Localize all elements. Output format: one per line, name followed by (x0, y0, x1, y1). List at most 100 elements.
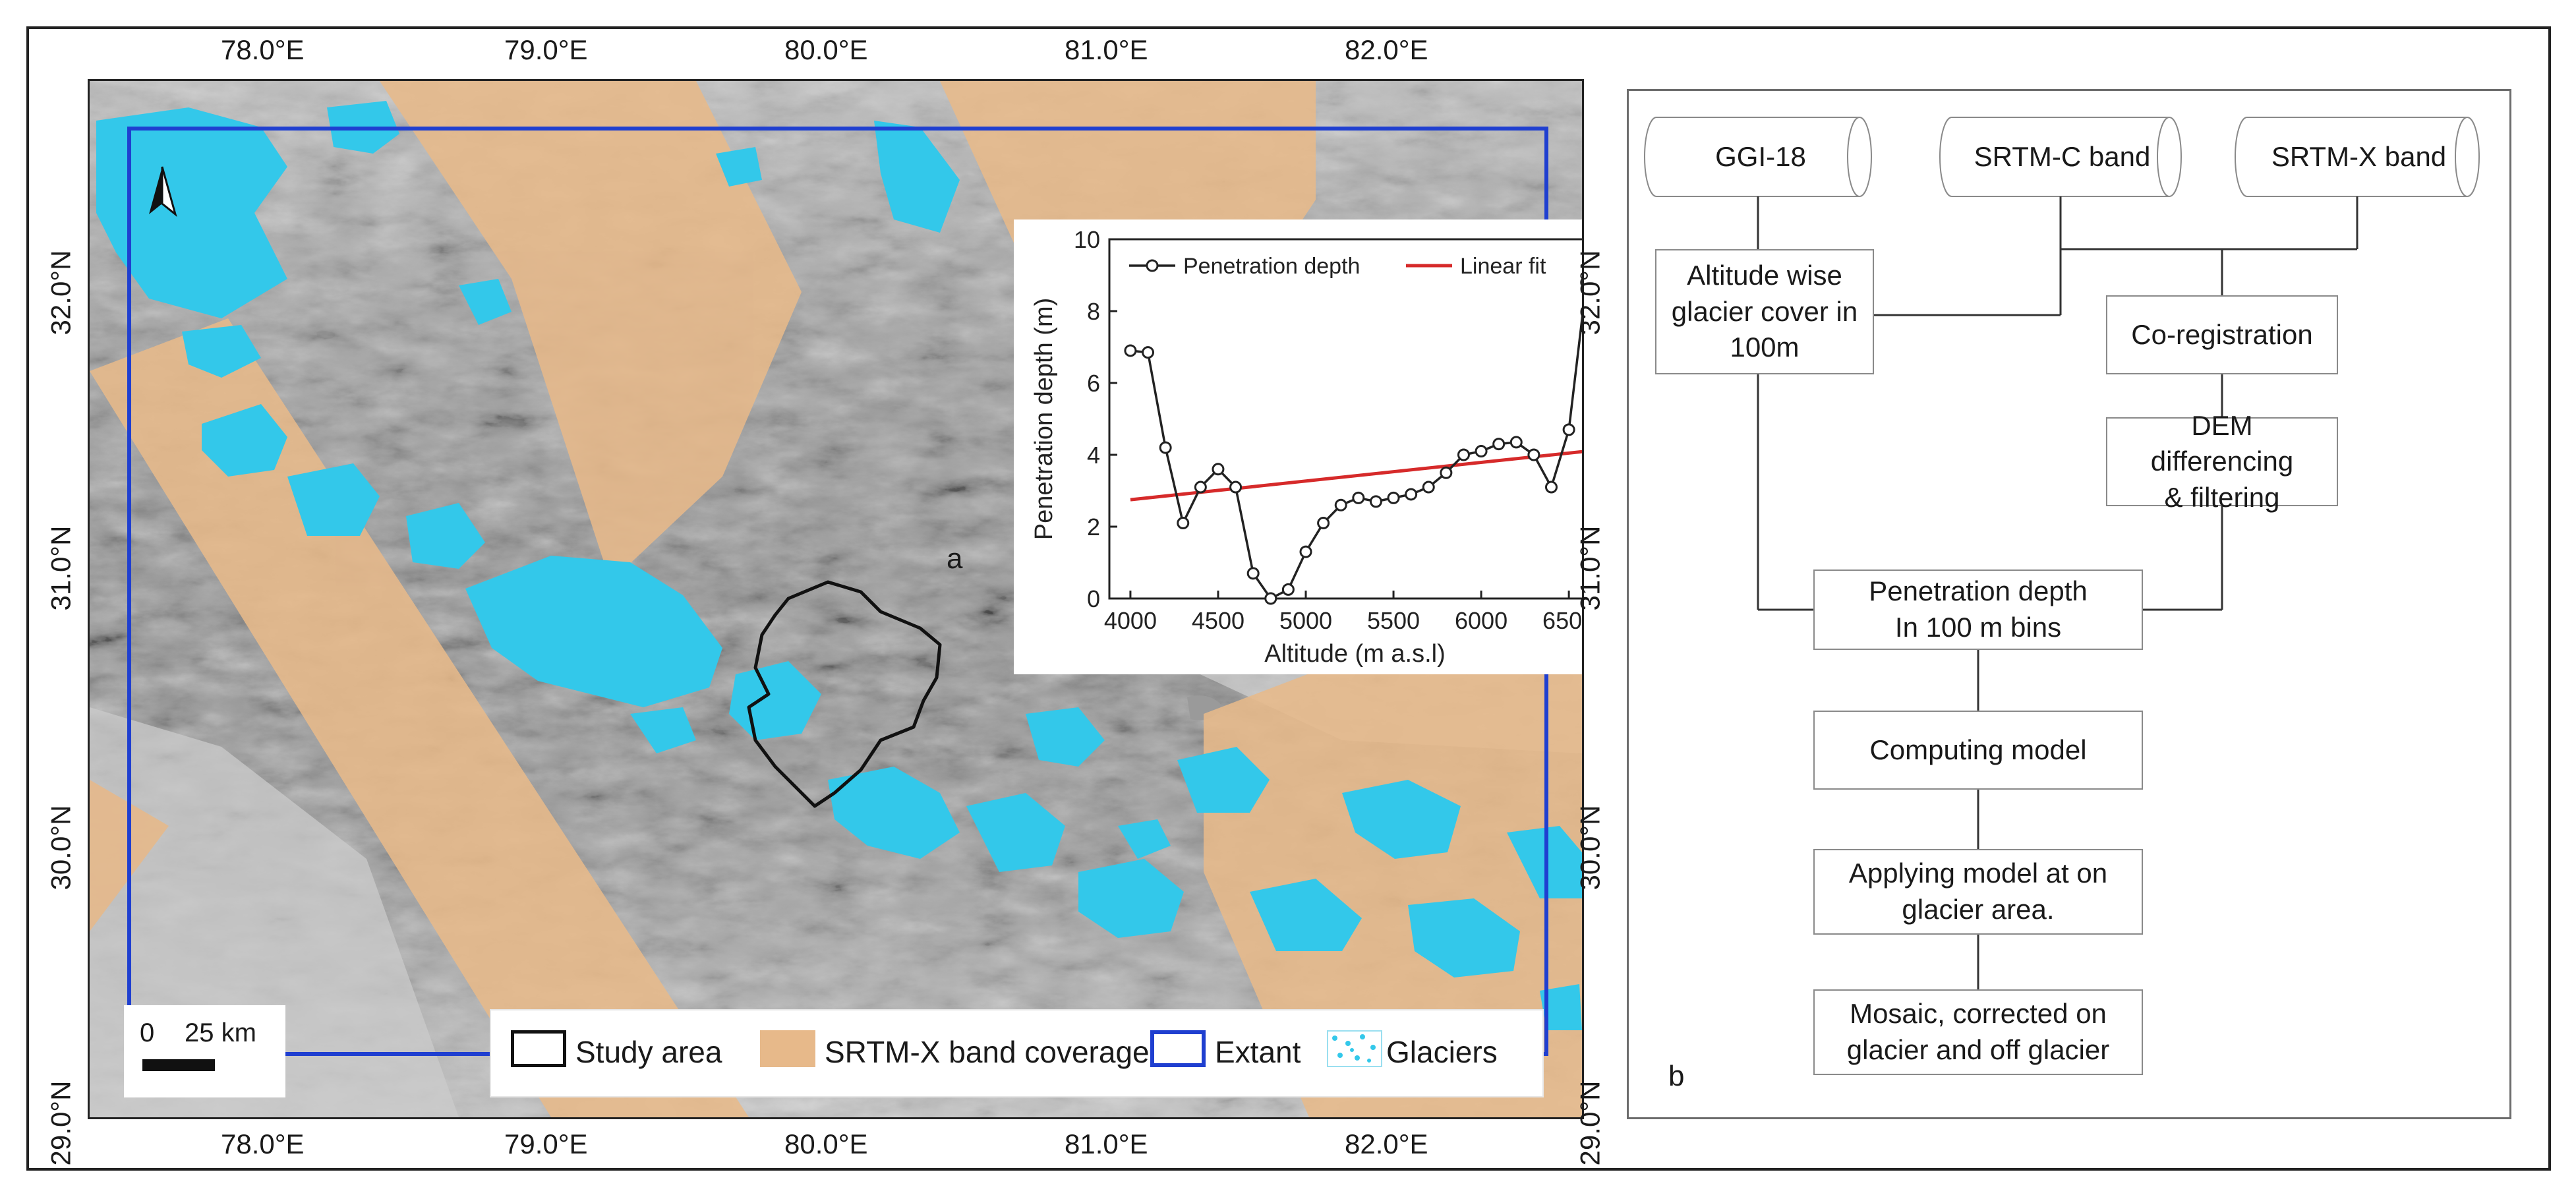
node-penetration-line1: Penetration depth (1869, 575, 2088, 607)
flowchart-panel: GGI-18 SRTM-C band SRTM-X band Altitude … (1627, 89, 2511, 1119)
y-tick-label: 10 (1074, 226, 1100, 253)
data-point (1246, 567, 1260, 580)
node-srtm-c-label: SRTM-C band (1974, 140, 2151, 172)
data-cylinders (1644, 117, 2480, 197)
data-point (1352, 491, 1365, 504)
series-linear-fit (1130, 450, 1582, 502)
node-penetration-depth: Penetration depth In 100 m bins (1813, 569, 2143, 650)
lat-tick-left: 30.0°N (45, 805, 76, 890)
lon-tick-top: 79.0°E (504, 34, 588, 65)
x-tick-label: 6000 (1455, 607, 1508, 634)
legend-label-srtm-x: SRTM-X band coverage (825, 1035, 1150, 1069)
glaciers (96, 101, 1582, 1030)
data-point (1264, 592, 1277, 605)
node-mosaic: Mosaic, corrected on glacier and off gla… (1813, 989, 2143, 1075)
lat-tick-right: 31.0°N (1574, 525, 1606, 611)
legend-label-glaciers: Glaciers (1386, 1035, 1498, 1069)
data-point (1562, 423, 1575, 436)
legend-label-study-area: Study area (575, 1035, 722, 1069)
data-point (1580, 277, 1582, 287)
x-tick-label: 4500 (1192, 607, 1244, 634)
data-point (1317, 517, 1330, 530)
legend-label-extant: Extant (1215, 1035, 1301, 1069)
node-ggi-18-label: GGI-18 (1715, 140, 1806, 172)
srtm-x-coverage (90, 81, 1582, 1117)
lat-tick-left: 32.0°N (45, 250, 76, 336)
data-point (1334, 498, 1347, 511)
data-point (1545, 481, 1558, 494)
node-mosaic-line1: Mosaic, corrected on (1850, 998, 2107, 1030)
node-ggi-18: GGI-18 (1668, 117, 1853, 196)
data-point (1369, 495, 1382, 508)
node-dem-line2: & filtering (2164, 481, 2280, 513)
lon-tick-bottom: 80.0°E (784, 1128, 868, 1159)
lon-tick-bottom: 78.0°E (221, 1128, 305, 1159)
panel-a-letter: a (947, 542, 963, 575)
y-tick-label: 4 (1087, 442, 1100, 469)
node-altitude-line3: 100m (1730, 332, 1800, 363)
node-altitude-line1: Altitude wise (1687, 260, 1842, 291)
lat-tick-right: 30.0°N (1574, 805, 1606, 890)
lat-tick-right: 29.0°N (1574, 1080, 1606, 1166)
plot-frame (1108, 238, 1582, 600)
data-point (1212, 463, 1225, 476)
node-computing-model-label: Computing model (1869, 734, 2087, 765)
cylinder-srtm-x-cap (2455, 117, 2468, 197)
legend-swatch-extant (1150, 1030, 1206, 1067)
node-mosaic-line2: glacier and off glacier (1846, 1034, 2110, 1065)
cylinder-srtm-c-cap (2157, 117, 2170, 197)
node-altitude-glacier-cover: Altitude wise glacier cover in 100m (1655, 249, 1874, 374)
flowchart-connectors (1644, 117, 2480, 989)
x-tick-label: 5500 (1367, 607, 1420, 634)
north-arrow-icon (149, 166, 177, 218)
map-legend: Study area SRTM-X band coverage Extant G… (490, 1009, 1544, 1097)
data-point (1194, 481, 1207, 494)
legend-swatch-study-area (511, 1030, 566, 1067)
x-tick-label: 4000 (1104, 607, 1157, 634)
data-point (1492, 438, 1506, 451)
node-penetration-line2: In 100 m bins (1894, 612, 2062, 643)
node-altitude-line2: glacier cover in (1671, 295, 1858, 327)
lon-tick-bottom: 79.0°E (504, 1128, 588, 1159)
y-tick-label: 0 (1087, 585, 1100, 612)
node-applying-line2: glacier area. (1902, 894, 2055, 925)
data-point (1457, 448, 1470, 461)
connector-lines (1757, 196, 2358, 989)
node-computing-model: Computing model (1813, 711, 2143, 790)
node-dem-differencing: DEM differencing & filtering (2106, 410, 2338, 513)
data-point (1509, 436, 1523, 449)
x-tick-label: 5000 (1279, 607, 1332, 634)
data-point (1177, 517, 1190, 530)
data-point (1387, 491, 1400, 504)
node-co-registration-label: Co-registration (2131, 318, 2313, 350)
scale-zero-label: 0 (140, 1018, 155, 1047)
node-applying-model: Applying model at on glacier area. (1813, 849, 2143, 935)
y-tick-label: 6 (1087, 370, 1100, 397)
node-srtm-x-label: SRTM-X band (2271, 140, 2447, 172)
node-applying-line1: Applying model at on (1848, 858, 2108, 889)
scale-bar: 0 25 km (124, 1005, 285, 1097)
legend-swatch-srtm-x (760, 1030, 815, 1067)
lat-tick-right: 32.0°N (1574, 250, 1606, 336)
data-point (1299, 545, 1312, 558)
cylinder-ggi-cap (1847, 117, 1860, 197)
node-srtm-c: SRTM-C band (1962, 117, 2163, 196)
data-point (1405, 488, 1418, 501)
lat-tick-left: 29.0°N (45, 1080, 76, 1166)
legend-label-fit: Linear fit (1460, 254, 1546, 279)
data-point (1159, 441, 1172, 454)
y-tick-label: 2 (1087, 513, 1100, 540)
node-srtm-x: SRTM-X band (2258, 117, 2459, 196)
data-point (1422, 481, 1435, 494)
y-axis-label: Penetration depth (m) (1030, 298, 1058, 540)
lon-tick-top: 80.0°E (784, 34, 868, 65)
lon-tick-top: 82.0°E (1345, 34, 1428, 65)
data-point (1440, 466, 1453, 479)
lon-tick-top: 78.0°E (221, 34, 305, 65)
lon-tick-top: 81.0°E (1065, 34, 1148, 65)
scale-bar-line (142, 1059, 215, 1071)
data-point (1475, 445, 1488, 458)
